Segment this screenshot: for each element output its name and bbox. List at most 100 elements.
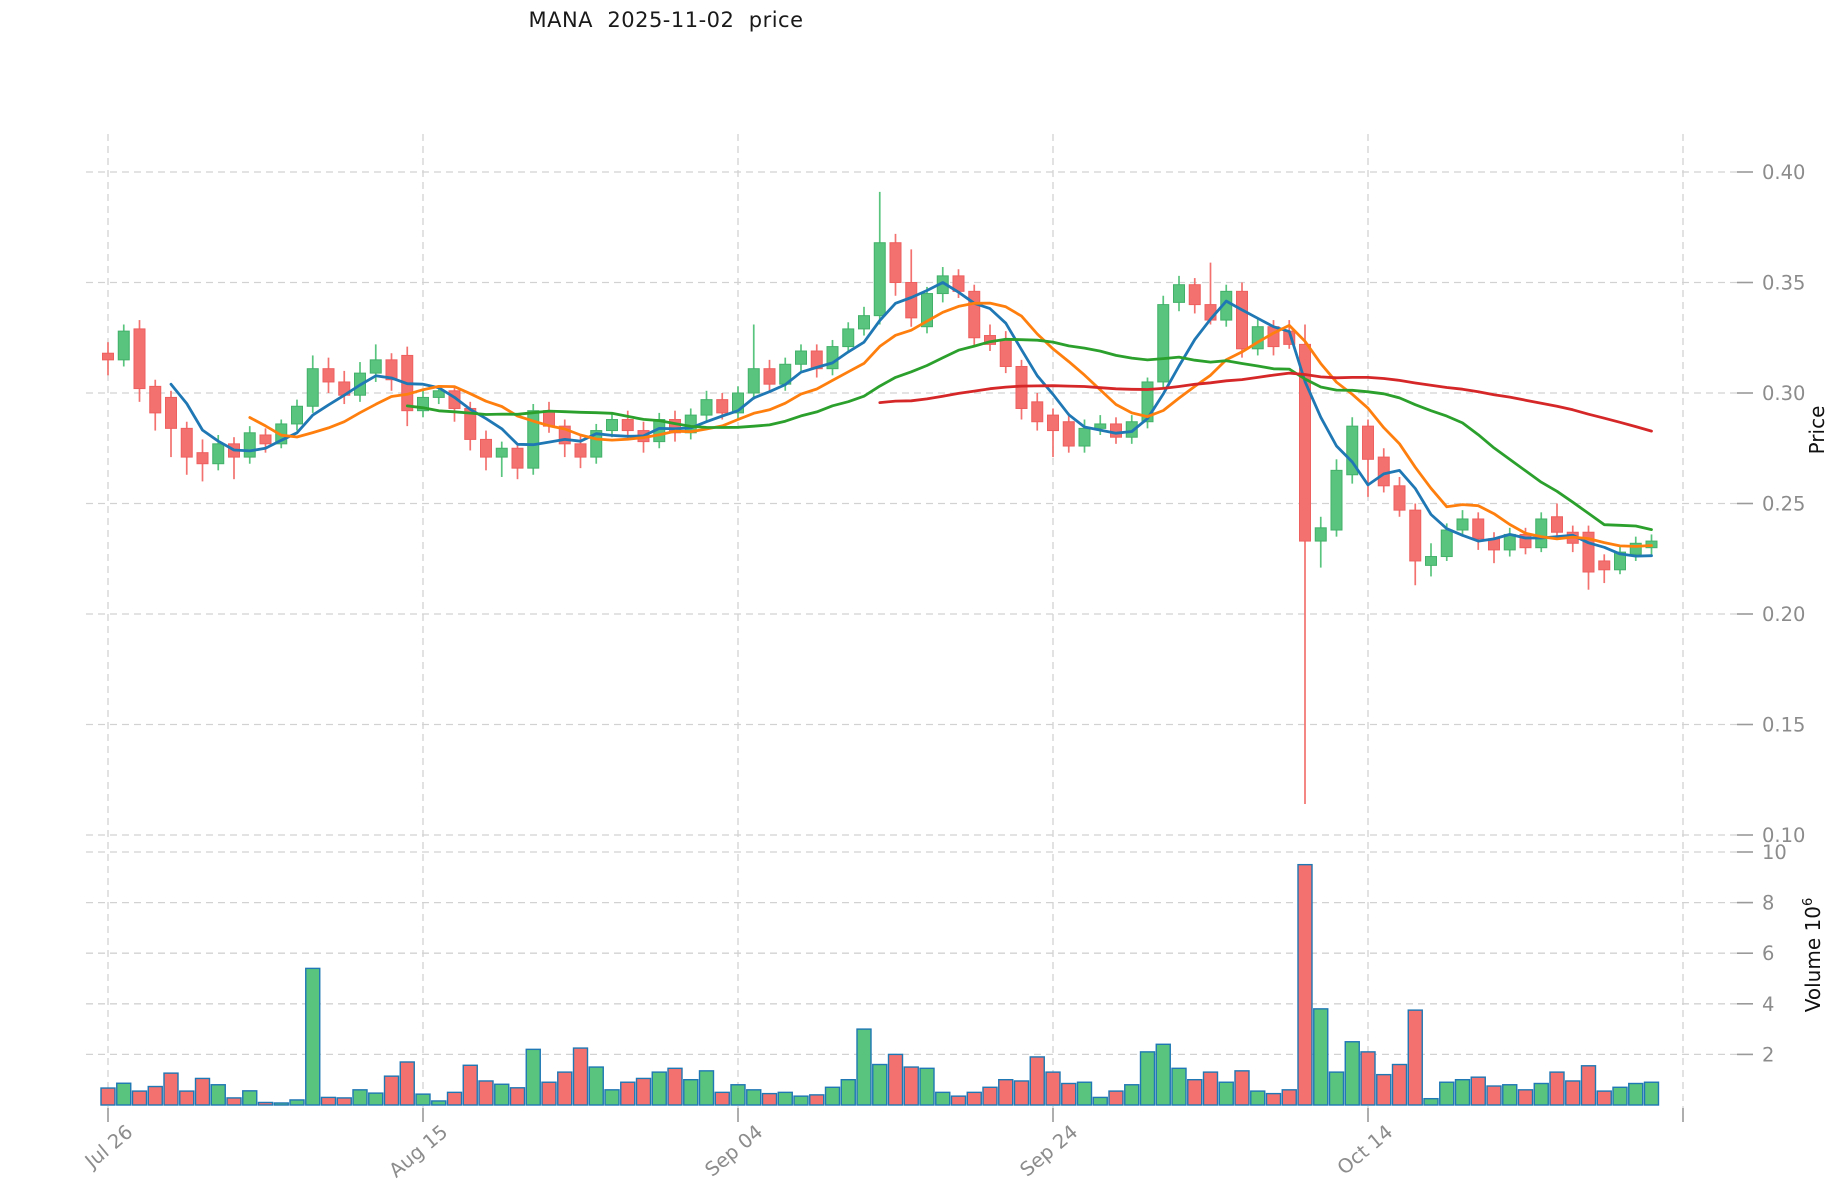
volume-bar [1281,1089,1297,1106]
volume-bar [730,1084,746,1106]
candle-body [385,359,398,381]
date-tick-label: Sep 24 [1016,1120,1083,1181]
volume-bar [572,1047,589,1106]
price-axis-title: Price [1805,406,1829,455]
volume-bar [1360,1051,1376,1106]
volume-bar [179,1090,195,1106]
candle-body [606,419,618,432]
volume-bar [226,1097,242,1106]
candle-body [558,425,571,445]
candle-body [1173,284,1185,303]
volume-bar [368,1092,384,1106]
candle-body [1598,560,1611,571]
candle-body [1236,290,1248,350]
candle-body [621,419,634,432]
candle-body [968,290,981,339]
volume-bar [698,1070,715,1106]
date-tick-label: Aug 15 [385,1120,453,1182]
candle-body [1472,518,1485,540]
candle-body [495,447,508,458]
volume-bar [1596,1090,1612,1106]
candle-body [873,242,886,317]
candle-body [1330,469,1343,531]
volume-bar [1076,1081,1093,1106]
candle-body [1440,529,1453,558]
volume-tick-label: 2 [1762,1043,1774,1066]
candle-body [369,359,382,374]
candle-body [306,368,319,407]
volume-bar [998,1078,1014,1106]
volume-bar [635,1077,652,1106]
volume-bar [1313,1008,1329,1106]
volume-bar [761,1092,778,1106]
volume-bar [462,1064,478,1106]
volume-bar [1533,1082,1549,1106]
candle-body [732,392,744,414]
candle-body [1425,556,1437,566]
date-tick-label: Oct 14 [1333,1120,1397,1179]
volume-bar [1092,1096,1108,1106]
candle-body [1456,518,1469,531]
volume-bar [1549,1071,1565,1106]
price-tick-label: 0.25 [1762,493,1805,516]
volume-bar [541,1081,557,1106]
volume-bar [809,1094,825,1106]
candle-body [1078,427,1091,447]
volume-bar [1218,1081,1234,1106]
candle-body [1188,284,1201,306]
volume-bar [1643,1081,1660,1106]
volume-bar [1045,1071,1061,1106]
volume-bar [352,1089,368,1106]
volume-bar [935,1091,951,1106]
candle-body [1346,425,1359,476]
candle-body [1377,456,1390,487]
volume-tick-label: 10 [1762,841,1787,864]
candle-body [448,390,461,409]
candle-body [1094,423,1107,429]
volume-bar [210,1084,226,1106]
volume-bar [1391,1063,1408,1106]
candle-body [1393,485,1406,511]
volume-tick-label: 6 [1762,942,1774,965]
volume-bar [840,1078,856,1106]
candle-body [1031,401,1044,423]
volume-bar [1407,1009,1423,1106]
candle-body [180,427,193,458]
volume-bar [1265,1092,1282,1106]
volume-bar [242,1090,258,1106]
candle-body [1535,518,1548,549]
volume-bar [903,1066,919,1106]
volume-bar [982,1086,998,1106]
volume-bar [1328,1071,1345,1106]
volume-bar [431,1100,447,1106]
volume-bar [793,1095,809,1106]
volume-bar [1517,1089,1534,1106]
volume-bar [525,1048,541,1106]
volume-bar [746,1089,762,1106]
volume-bar [667,1067,683,1106]
volume-axis-title: Volume 106 [1801,898,1825,1012]
volume-bar [620,1081,636,1106]
volume-bar [651,1071,667,1106]
candle-body [480,438,492,458]
volume-bar [1612,1086,1628,1106]
volume-bar [446,1091,463,1106]
candle-body [102,352,114,361]
candle-body [117,330,130,361]
candle-body [432,390,445,398]
volume-bar [777,1091,793,1106]
volume-bar [588,1066,604,1106]
volume-bar [415,1093,431,1106]
volume-bar [194,1077,211,1106]
candle-body [1047,414,1059,432]
candle-body [196,452,209,465]
candle-body [1582,531,1595,573]
ma-line-50 [878,371,1653,433]
volume-bar [1013,1080,1030,1106]
ma-line-5 [169,281,1653,558]
volume-bar [1344,1041,1360,1106]
price-tick-label: 0.10 [1762,824,1805,847]
candle-body [763,368,776,385]
